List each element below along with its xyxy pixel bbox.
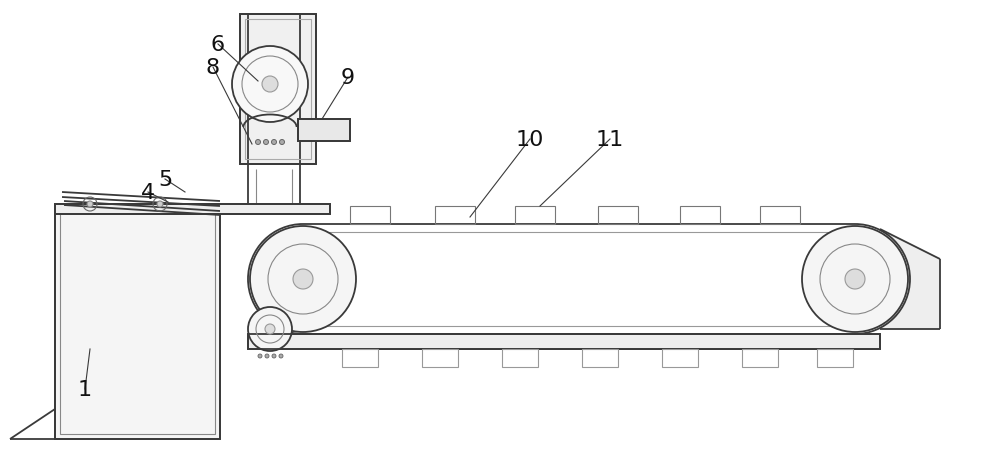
Circle shape (232, 47, 308, 123)
Text: 8: 8 (206, 58, 220, 78)
Circle shape (280, 140, 285, 145)
Bar (662, 349, 698, 367)
Bar (248, 334, 880, 349)
Bar (55, 205, 220, 439)
Bar (55, 205, 330, 214)
Bar (582, 349, 618, 367)
Bar (502, 349, 538, 367)
Bar (55, 205, 330, 214)
Bar (245, 20, 311, 160)
Circle shape (157, 202, 163, 207)
Bar (240, 15, 316, 165)
Bar (680, 207, 720, 224)
Circle shape (265, 354, 269, 358)
Circle shape (802, 227, 908, 332)
Text: 5: 5 (158, 170, 172, 190)
Circle shape (845, 269, 865, 289)
Bar (515, 207, 555, 224)
Circle shape (250, 227, 356, 332)
Circle shape (265, 324, 275, 334)
Circle shape (264, 140, 269, 145)
Bar (742, 349, 778, 367)
Circle shape (256, 140, 261, 145)
Bar (60, 210, 215, 434)
Bar (55, 205, 220, 439)
Bar (598, 207, 638, 224)
Circle shape (262, 77, 278, 93)
Circle shape (258, 354, 262, 358)
Bar (760, 207, 800, 224)
Bar (350, 207, 390, 224)
Circle shape (272, 354, 276, 358)
Bar (248, 334, 880, 349)
Text: 9: 9 (341, 68, 355, 88)
Text: 11: 11 (596, 130, 624, 150)
Bar (240, 15, 316, 165)
Bar (435, 207, 475, 224)
Bar (817, 349, 853, 367)
Text: 6: 6 (211, 35, 225, 55)
Text: 1: 1 (78, 379, 92, 399)
Circle shape (87, 202, 93, 207)
Circle shape (248, 307, 292, 351)
Bar (342, 349, 378, 367)
Circle shape (293, 269, 313, 289)
Circle shape (279, 354, 283, 358)
Text: 4: 4 (141, 182, 155, 202)
Bar (422, 349, 458, 367)
Text: 10: 10 (516, 130, 544, 150)
Circle shape (272, 140, 277, 145)
Bar (298, 120, 350, 142)
Bar (298, 120, 350, 142)
Polygon shape (880, 229, 940, 329)
